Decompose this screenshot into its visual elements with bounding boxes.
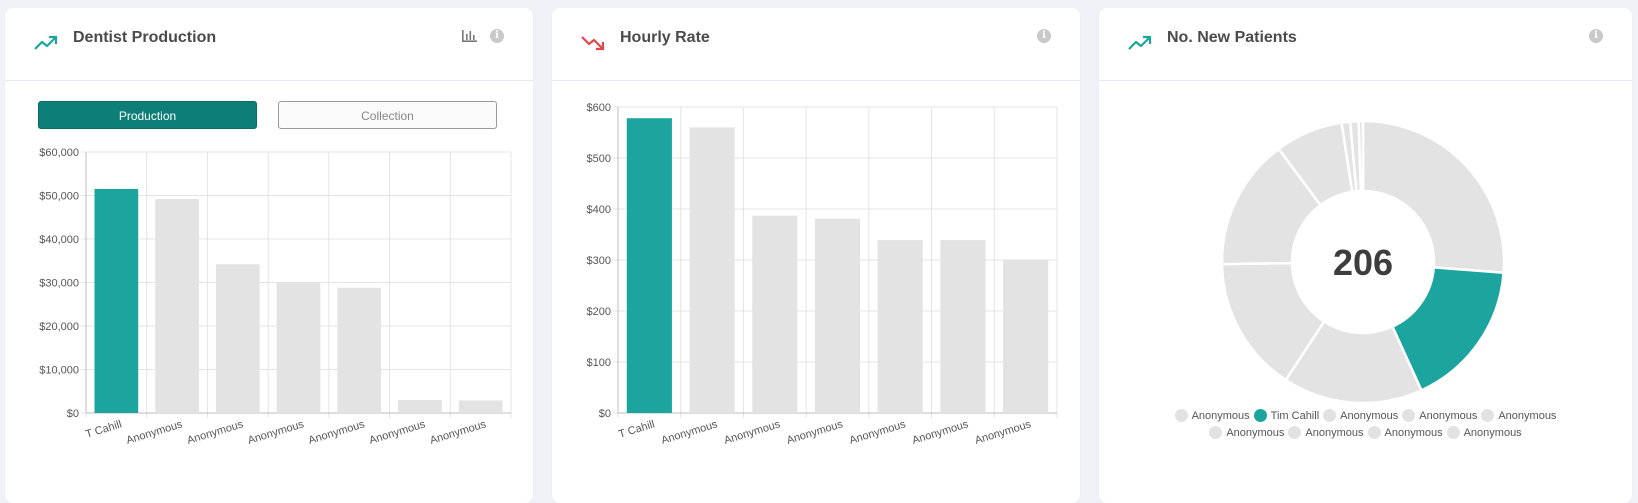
legend-row: Anonymous Tim Cahill Anonymous Anonymous Ano… <box>1099 408 1632 425</box>
legend-item[interactable]: Anonymous <box>1323 408 1398 425</box>
donut-center-value: 206 <box>1333 242 1393 283</box>
info-icon[interactable]: i <box>1589 29 1603 43</box>
collection-toggle-button[interactable]: Collection <box>278 101 497 129</box>
legend-item[interactable]: Anonymous <box>1174 408 1250 425</box>
x-tick-label: Anonymous <box>428 418 488 447</box>
bar <box>276 282 321 413</box>
bar <box>398 399 442 413</box>
y-tick-label: $400 <box>587 204 611 216</box>
bar <box>94 188 139 413</box>
legend-label: Anonymous <box>1498 410 1557 422</box>
bar-chart-icon[interactable] <box>461 28 478 43</box>
info-icon[interactable]: i <box>490 29 504 43</box>
donut-slice <box>1390 266 1505 392</box>
bar <box>215 264 260 413</box>
hourly-rate-card: Hourly Rate i $0 $100 $200 $300 $400 $500 $600… <box>552 8 1080 503</box>
legend-swatch <box>1253 409 1267 422</box>
bar <box>689 127 735 414</box>
card-header: No. New Patients i <box>1099 8 1632 81</box>
x-tick-label: Anonymous <box>660 418 720 447</box>
x-tick-label: Anonymous <box>911 418 971 447</box>
card-title: Hourly Rate <box>620 29 710 46</box>
bar <box>877 240 923 413</box>
x-tick-label: Anonymous <box>785 418 845 447</box>
legend-label: Anonymous <box>1463 427 1522 439</box>
x-tick-label: Anonymous <box>246 418 306 447</box>
legend-label: Anonymous <box>1340 410 1399 422</box>
legend-swatch <box>1446 426 1460 439</box>
x-tick-label: Anonymous <box>973 418 1033 447</box>
x-tick-label: Anonymous <box>368 418 428 447</box>
y-tick-label: $0 <box>599 408 611 420</box>
legend-label: Anonymous <box>1384 427 1443 439</box>
legend-row: Anonymous Anonymous Anonymous Anonymous <box>1099 425 1632 442</box>
legend-item[interactable]: Anonymous <box>1481 408 1556 425</box>
legend-swatch <box>1323 409 1337 422</box>
y-tick-label: $60,000 <box>39 147 79 159</box>
trend-up-icon <box>1128 35 1152 50</box>
y-tick-label: $10,000 <box>39 365 79 377</box>
card-title: No. New Patients <box>1167 29 1297 46</box>
y-tick-label: $30,000 <box>39 278 79 290</box>
donut-slice <box>1361 119 1506 275</box>
legend-swatch <box>1288 426 1302 439</box>
x-tick-label: Anonymous <box>186 418 246 447</box>
bar <box>1003 260 1049 413</box>
y-tick-label: $20,000 <box>39 321 79 333</box>
legend-swatch <box>1174 409 1188 422</box>
legend-swatch <box>1402 409 1416 422</box>
bar <box>337 287 382 413</box>
dentist-production-card: Dentist Production i Production Collecti… <box>5 8 533 503</box>
legend-item[interactable]: Anonymous <box>1367 425 1443 442</box>
new-patients-card: No. New Patients i 206 <box>1099 8 1632 503</box>
y-tick-label: $50,000 <box>39 191 79 203</box>
card-title: Dentist Production <box>73 29 217 46</box>
y-tick-label: $0 <box>67 408 79 420</box>
bar <box>458 400 503 413</box>
info-icon[interactable]: i <box>1037 29 1051 43</box>
legend-label: Anonymous <box>1305 427 1364 439</box>
legend-label: Anonymous <box>1226 427 1285 439</box>
legend-item[interactable]: Anonymous <box>1209 425 1284 442</box>
y-tick-label: $100 <box>587 357 611 369</box>
legend-label: Tim Cahill <box>1270 410 1320 422</box>
legend-swatch <box>1367 426 1381 439</box>
donut-slice <box>1357 119 1365 193</box>
x-tick-label: Anonymous <box>848 418 908 447</box>
legend-label: Anonymous <box>1419 410 1478 422</box>
donut-legend: Anonymous Tim Cahill Anonymous Anonymous Ano… <box>1099 408 1632 442</box>
legend-swatch <box>1209 426 1223 439</box>
y-tick-label: $500 <box>587 153 611 165</box>
production-toggle-button[interactable]: Production <box>38 101 257 129</box>
bar <box>814 218 861 413</box>
x-tick-label: T Cahill <box>617 418 656 440</box>
legend-item[interactable]: Anonymous <box>1446 425 1522 442</box>
trend-down-icon <box>581 36 605 51</box>
legend-label: Anonymous <box>1191 410 1250 422</box>
y-tick-label: $40,000 <box>39 234 79 246</box>
x-tick-label: T Cahill <box>84 418 123 440</box>
y-tick-label: $600 <box>587 102 611 114</box>
bar <box>940 240 986 413</box>
y-tick-label: $300 <box>587 255 611 267</box>
production-bar-chart: $0 $10,000 $20,000 $30,000 $40,000 $50,000 $60… <box>39 147 512 447</box>
card-header: Hourly Rate i <box>552 8 1080 81</box>
legend-item[interactable]: Anonymous <box>1288 425 1364 442</box>
x-tick-label: Anonymous <box>307 418 367 447</box>
bar <box>626 118 672 413</box>
y-tick-label: $200 <box>587 306 611 318</box>
trend-up-icon <box>34 35 58 50</box>
bar <box>155 198 199 413</box>
legend-item[interactable]: Tim Cahill <box>1253 408 1320 425</box>
legend-swatch <box>1481 409 1495 422</box>
x-tick-label: Anonymous <box>125 418 185 447</box>
legend-item[interactable]: Anonymous <box>1402 408 1477 425</box>
new-patients-donut-chart: 206 <box>1220 119 1506 405</box>
x-tick-label: Anonymous <box>723 418 783 447</box>
bar <box>752 215 798 413</box>
card-header: Dentist Production i <box>5 8 533 81</box>
